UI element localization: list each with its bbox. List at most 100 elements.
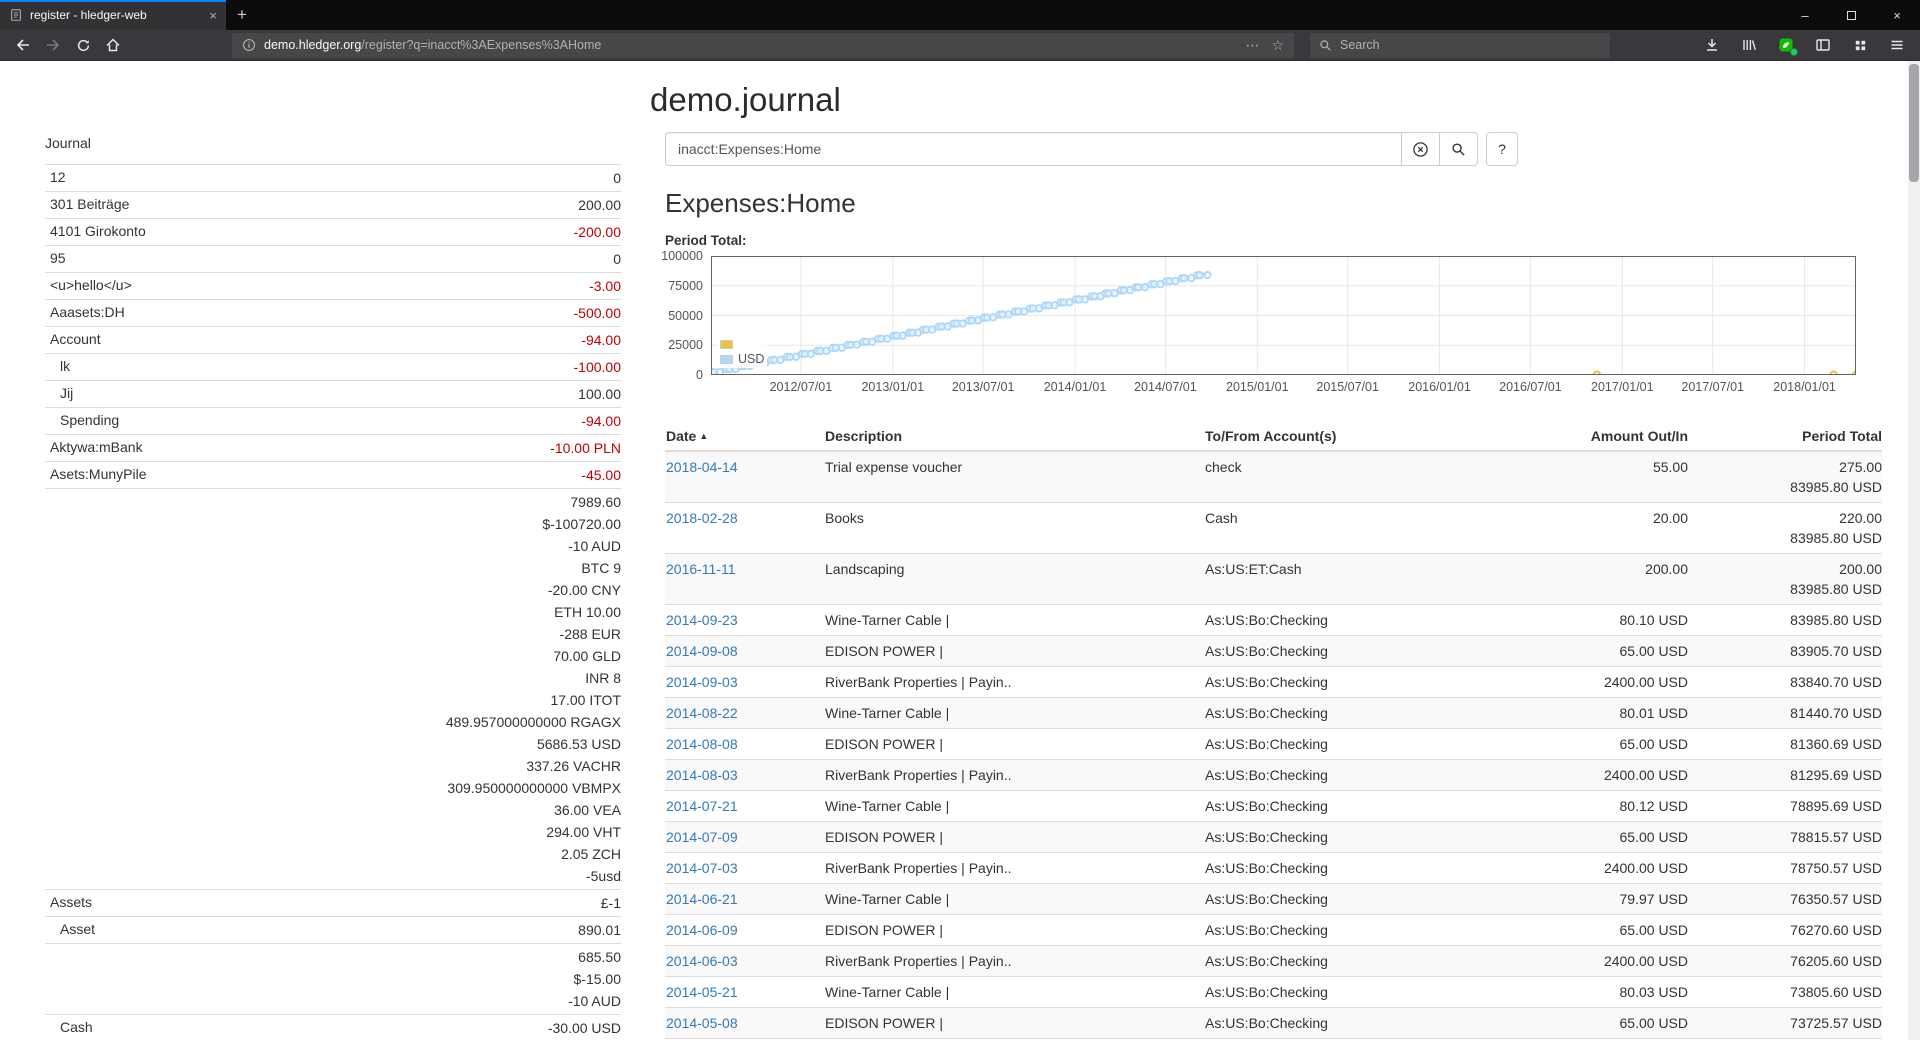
account-link[interactable]: Aktywa:mBank — [50, 439, 143, 455]
account-link[interactable]: Account — [50, 331, 101, 347]
balance-amount: -20.00 CNY — [547, 582, 621, 598]
menu-button[interactable] — [1882, 32, 1912, 58]
transaction-period-total: 81360.69 USD — [1790, 736, 1882, 752]
balance-amount: 337.26 VACHR — [526, 758, 621, 774]
transaction-row: 2014-07-09 EDISON POWER | As:US:Bo:Check… — [665, 822, 1882, 853]
transaction-date-link[interactable]: 2014-07-03 — [666, 860, 738, 876]
account-row: 301 Beiträge 200.00 — [45, 191, 621, 218]
new-tab-button[interactable]: + — [237, 5, 247, 24]
window-maximize-button[interactable] — [1828, 0, 1874, 30]
account-balance: 0 — [613, 248, 621, 270]
window-close-button[interactable]: × — [1893, 7, 1901, 23]
transaction-date-link[interactable]: 2018-04-14 — [666, 459, 738, 475]
transaction-date-link[interactable]: 2018-02-28 — [666, 510, 738, 526]
journal-link[interactable]: Journal — [45, 135, 91, 151]
account-balance: 200.00 — [578, 194, 621, 216]
sidebar-toggle-button[interactable] — [1808, 32, 1838, 58]
transaction-date-link[interactable]: 2016-11-11 — [666, 561, 736, 577]
transaction-account: As:US:ET:Cash — [1205, 561, 1302, 577]
help-button[interactable]: ? — [1486, 132, 1518, 166]
balance-amount: ETH 10.00 — [554, 604, 621, 620]
home-button[interactable] — [98, 32, 128, 58]
forward-button[interactable] — [38, 32, 68, 58]
bookmark-star-icon[interactable]: ☆ — [1271, 36, 1284, 53]
account-row: <u>hello</u> -3.00 — [45, 272, 621, 299]
balance-amount: $-15.00 — [573, 971, 621, 987]
library-button[interactable] — [1734, 32, 1764, 58]
account-balance: 0 — [613, 167, 621, 189]
page-actions-icon[interactable]: ⋯ — [1245, 36, 1260, 53]
transaction-date-link[interactable]: 2014-06-09 — [666, 922, 738, 938]
page-info-icon[interactable] — [242, 38, 256, 52]
url-path: /register?q=inacct%3AExpenses%3AHome — [361, 38, 602, 52]
clear-icon — [1413, 141, 1428, 157]
transaction-description: EDISON POWER | — [825, 736, 943, 752]
transaction-date-link[interactable]: 2014-06-03 — [666, 953, 738, 969]
transaction-account: As:US:Bo:Checking — [1205, 798, 1328, 814]
account-link[interactable]: Cash — [60, 1019, 93, 1035]
transaction-amount: 80.12 USD — [1619, 798, 1688, 814]
sidebar-icon — [1816, 39, 1830, 51]
transaction-description: Wine-Tarner Cable | — [825, 705, 950, 721]
transaction-date-link[interactable]: 2014-09-23 — [666, 612, 738, 628]
account-link[interactable]: 4101 Girokonto — [50, 223, 146, 239]
transaction-description: EDISON POWER | — [825, 643, 943, 659]
tab-close-icon[interactable]: × — [209, 7, 217, 23]
query-input[interactable] — [665, 132, 1402, 166]
transaction-date-link[interactable]: 2014-05-21 — [666, 984, 738, 1000]
account-link[interactable]: Assets — [50, 894, 93, 910]
account-balance: -94.00 — [581, 410, 621, 432]
transaction-date-link[interactable]: 2014-07-09 — [666, 829, 738, 845]
account-link[interactable]: Aaasets:DH — [50, 304, 125, 320]
account-link[interactable]: <u>hello</u> — [50, 277, 132, 293]
date-sort-header[interactable]: Date — [666, 428, 697, 444]
transaction-description: EDISON POWER | — [825, 1015, 943, 1031]
balance-amount: 100.00 — [578, 386, 621, 402]
account-link[interactable]: 95 — [50, 250, 66, 266]
transaction-date-link[interactable]: 2014-05-08 — [666, 1015, 738, 1031]
window-controls: – × — [1782, 0, 1920, 30]
account-link[interactable]: Jij — [60, 385, 74, 401]
transaction-account: As:US:Bo:Checking — [1205, 829, 1328, 845]
apps-grid-button[interactable] — [1845, 32, 1875, 58]
back-button[interactable] — [8, 32, 38, 58]
chart-plot — [706, 255, 1861, 379]
transaction-date-link[interactable]: 2014-06-21 — [666, 891, 738, 907]
transaction-date-link[interactable]: 2014-07-21 — [666, 798, 738, 814]
transaction-date-link[interactable]: 2014-09-08 — [666, 643, 738, 659]
browser-tab[interactable]: register - hledger-web × — [0, 0, 226, 30]
maximize-icon — [1846, 10, 1856, 20]
transaction-date-link[interactable]: 2014-09-03 — [666, 674, 738, 690]
grid-icon — [1855, 40, 1865, 50]
transaction-row: 2014-09-23 Wine-Tarner Cable | As:US:Bo:… — [665, 605, 1882, 636]
chart-title: Period Total: — [665, 233, 747, 248]
transaction-date-link[interactable]: 2014-08-08 — [666, 736, 738, 752]
downloads-button[interactable] — [1697, 32, 1727, 58]
account-link[interactable]: 12 — [50, 169, 66, 185]
account-link[interactable] — [45, 491, 60, 887]
account-link[interactable]: Spending — [60, 412, 120, 428]
transaction-date-link[interactable]: 2014-08-22 — [666, 705, 738, 721]
browser-search-field[interactable]: Search — [1310, 32, 1610, 58]
account-link[interactable]: 301 Beiträge — [50, 196, 130, 212]
transaction-row: 2014-07-21 Wine-Tarner Cable | As:US:Bo:… — [665, 791, 1882, 822]
account-link[interactable] — [45, 946, 60, 1012]
account-link[interactable]: lk — [60, 358, 71, 374]
account-link[interactable]: Asset — [60, 921, 96, 937]
account-link[interactable]: Asets:MunyPile — [50, 466, 147, 482]
submit-search-button[interactable] — [1439, 132, 1478, 166]
transaction-amount: 80.10 USD — [1619, 612, 1688, 628]
legend-item — [720, 337, 764, 352]
scrollbar-thumb[interactable] — [1909, 64, 1919, 182]
reload-button[interactable] — [68, 32, 98, 58]
balance-amount: 2.05 ZCH — [561, 846, 621, 862]
balance-amount: £-1 — [600, 895, 621, 911]
transaction-date-link[interactable]: 2014-08-03 — [666, 767, 738, 783]
url-bar[interactable]: demo.hledger.org/register?q=inacct%3AExp… — [232, 32, 1294, 58]
transaction-description: Trial expense voucher — [825, 459, 963, 475]
clear-query-button[interactable] — [1401, 132, 1440, 166]
account-balance: -10.00 PLN — [550, 437, 621, 459]
transaction-amount: 2400.00 USD — [1603, 953, 1688, 969]
window-minimize-button[interactable]: – — [1801, 7, 1809, 23]
extension-button[interactable] — [1771, 32, 1801, 58]
